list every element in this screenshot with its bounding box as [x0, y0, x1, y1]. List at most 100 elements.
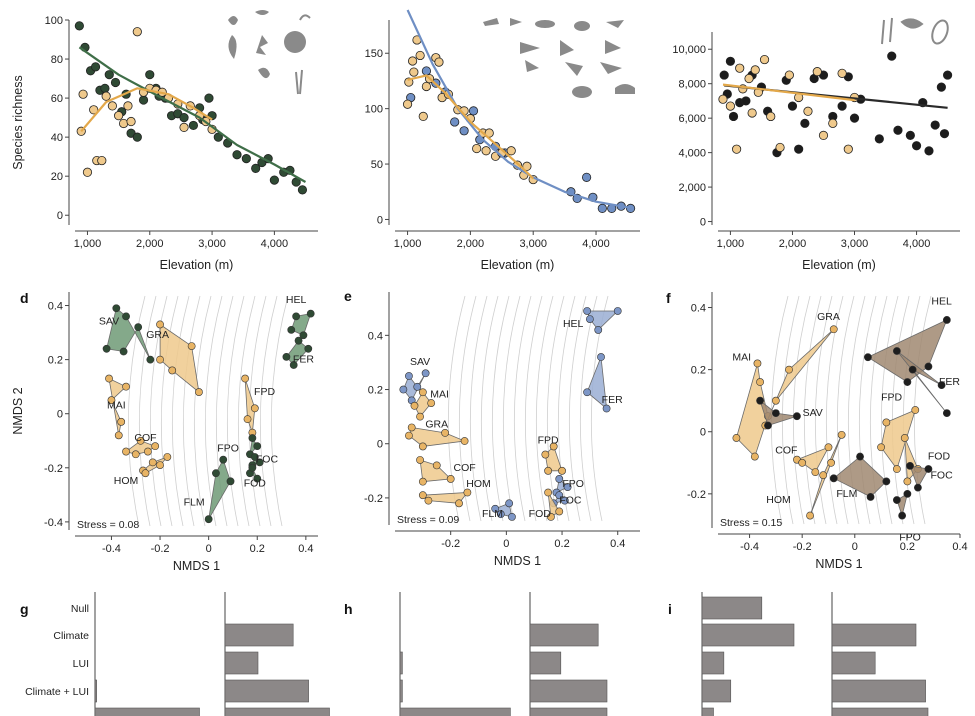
site-point [613, 307, 622, 315]
group-label: FPO [899, 531, 921, 543]
site-point [942, 316, 951, 324]
site-point [811, 468, 820, 477]
site-point [882, 477, 891, 486]
dark-point [241, 154, 251, 164]
orange-point [775, 142, 785, 153]
y-tick-label: 0 [57, 210, 63, 222]
group-label: FOD [928, 451, 951, 463]
site-point [399, 385, 408, 394]
y-tick-label: 100 [365, 104, 383, 116]
y-tick-label: 0.4 [368, 330, 383, 342]
dark-point [911, 141, 922, 151]
contour-line [237, 295, 256, 527]
x-tick-label: 0.2 [900, 541, 915, 553]
x-tick-label: -0.2 [151, 543, 170, 555]
site-point [544, 488, 553, 497]
orange-point [750, 65, 760, 75]
model-label: LUI [73, 658, 89, 670]
orange-point [735, 63, 745, 73]
orange-point [522, 161, 532, 171]
site-point [505, 499, 514, 508]
group-label: FER [939, 376, 960, 388]
contour-line [825, 295, 844, 525]
contour-line [781, 295, 800, 525]
site-point [463, 488, 472, 497]
site-point [163, 453, 172, 461]
site-point [924, 362, 933, 371]
site-point [407, 423, 416, 432]
bar [224, 707, 330, 716]
dark-point [874, 134, 884, 144]
x-tick-label: -0.2 [793, 541, 812, 553]
site-point [824, 443, 833, 452]
site-point [250, 404, 259, 413]
group-label: SAV [803, 407, 823, 419]
elevation-panel-1: 1,000 2,000 3,000 4,000 0 20 40 60 80 100 Elevatio… [11, 15, 318, 272]
y-tick-label: 60 [51, 93, 63, 105]
site-point [549, 442, 558, 451]
blue-point [625, 203, 636, 213]
contour-line [847, 295, 866, 525]
dark-point [104, 70, 114, 80]
group-label: FLM [836, 488, 857, 500]
orange-trend-line [407, 74, 534, 180]
site-point [418, 442, 427, 451]
x-tick-label: 1,000 [394, 238, 422, 250]
site-point [105, 374, 113, 383]
site-point [829, 474, 838, 483]
site-point [416, 456, 424, 464]
site-point [410, 401, 419, 410]
x-tick-label: -0.4 [740, 541, 759, 553]
elevation-panel-2: 1,000 2,000 3,000 4,000 0 50 100 150 Elevation (… [365, 9, 640, 272]
site-point [292, 312, 301, 321]
hull-gra [159, 323, 200, 394]
y-tick-label: 150 [365, 48, 383, 60]
y-tick-label: 0.2 [48, 355, 63, 367]
site-point [413, 382, 422, 391]
orange-point [744, 73, 754, 84]
orange-point [747, 108, 757, 118]
site-point [798, 458, 807, 467]
x-axis-label: Elevation (m) [802, 258, 876, 272]
site-point [837, 430, 846, 439]
model-label: Climate + LUI [25, 686, 89, 698]
x-tick-label: 0 [206, 543, 212, 555]
site-point [877, 443, 885, 452]
dark-point [849, 113, 860, 123]
site-point [785, 365, 793, 374]
orange-point [843, 144, 853, 154]
site-point [819, 471, 828, 480]
panel-letter-i: i [668, 601, 672, 617]
orange-point [97, 155, 107, 166]
model-label: Null [71, 603, 89, 615]
dark-point [728, 111, 739, 122]
contour-line [557, 295, 576, 522]
bar [701, 679, 732, 703]
dark-point [213, 132, 223, 142]
site-point [446, 475, 455, 483]
dark-point [924, 146, 934, 156]
site-point [771, 409, 780, 418]
contour-line [869, 295, 888, 525]
site-point [294, 336, 303, 345]
site-point [282, 353, 291, 361]
orange-point [812, 67, 822, 77]
contour-line [138, 295, 157, 527]
orange-point [107, 101, 117, 111]
site-point [117, 417, 126, 426]
contour-line [160, 295, 179, 527]
orange-point [126, 116, 136, 127]
blue-point [468, 106, 479, 116]
y-tick-label: 80 [51, 54, 63, 66]
contour-line [814, 295, 833, 525]
blue-trend-line [406, 9, 628, 209]
bar [831, 651, 876, 675]
y-tick-label: 40 [51, 132, 63, 144]
site-point [195, 388, 203, 396]
orange-point [123, 101, 133, 111]
group-label: COF [454, 462, 476, 474]
site-point [827, 458, 836, 467]
group-label: FOC [559, 494, 582, 506]
site-point [756, 396, 764, 405]
site-point [131, 450, 140, 459]
